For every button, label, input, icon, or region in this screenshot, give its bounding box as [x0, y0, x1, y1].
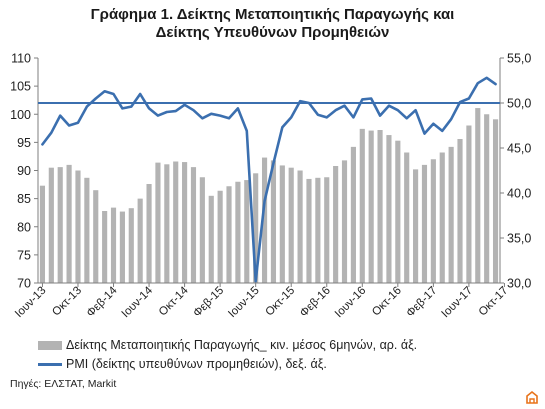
legend-swatch-line [38, 362, 62, 366]
left-tick-label: 90 [17, 164, 31, 178]
bar-series [39, 108, 499, 284]
pmi-series [38, 76, 500, 283]
x-tick-label: Οκτ-15 [263, 285, 297, 319]
bar [84, 177, 90, 283]
bar [359, 128, 365, 283]
bar [297, 170, 303, 283]
bar [93, 190, 99, 283]
bar [39, 185, 46, 283]
bar [164, 164, 170, 283]
bar [208, 195, 214, 283]
bar [315, 177, 321, 283]
bar [430, 159, 436, 283]
left-tick-label: 110 [11, 52, 31, 66]
bar [386, 135, 392, 283]
chart-axes [34, 57, 505, 287]
bar [119, 211, 125, 283]
bar [48, 167, 54, 283]
left-tick-label: 100 [10, 108, 31, 122]
x-tick-label: Φεβ-17 [404, 285, 439, 320]
bar [368, 130, 374, 283]
bar [448, 146, 454, 283]
left-tick-label: 80 [17, 220, 31, 234]
bar [466, 125, 472, 283]
bar [146, 184, 152, 283]
bar [217, 190, 223, 283]
right-tick-label: 50,0 [507, 97, 531, 111]
right-tick-label: 55,0 [507, 52, 531, 66]
bar [102, 211, 108, 283]
x-tick-label: Ιουν-16 [333, 285, 369, 321]
bar [199, 177, 205, 283]
bar [288, 167, 294, 283]
bar [253, 173, 259, 283]
bar [457, 139, 463, 283]
bar [244, 180, 250, 283]
left-tick-label: 70 [17, 277, 31, 291]
x-tick-label: Φεβ-14 [85, 284, 120, 319]
bar [270, 160, 277, 284]
x-tick-label: Φεβ-15 [191, 285, 226, 320]
bar [57, 167, 63, 283]
right-tick-label: 30,0 [507, 277, 531, 291]
x-tick-label: Φεβ-16 [298, 285, 333, 320]
left-tick-label: 75 [17, 248, 31, 262]
x-tick-label: Ιουν-14 [120, 284, 156, 320]
x-tick-label: Οκτ-17 [477, 285, 511, 319]
bar [421, 164, 428, 284]
bar [333, 166, 339, 283]
legend-label-line: PMI (δείκτης υπευθύνων προμηθειών), δεξ.… [66, 357, 327, 371]
bar [137, 198, 143, 284]
legend-label-bars: Δείκτης Μεταποιητικής Παραγωγής_ κιν. μέ… [66, 338, 418, 352]
bar [439, 152, 445, 283]
x-tick-label: Οκτ-16 [370, 285, 404, 319]
bar [279, 165, 285, 283]
x-tick-label: Οκτ-13 [50, 285, 84, 319]
x-tick-label: Οκτ-14 [157, 284, 191, 318]
bar [66, 164, 72, 284]
bar [75, 170, 81, 283]
right-tick-label: 35,0 [507, 232, 531, 246]
bar [235, 181, 241, 283]
bar [226, 186, 232, 283]
bar [190, 167, 197, 283]
legend-swatch-bars [38, 340, 62, 350]
bar [110, 207, 117, 283]
legend-item-line: PMI (δείκτης υπευθύνων προμηθειών), δεξ.… [38, 357, 327, 371]
bar [475, 108, 481, 283]
x-tick-label: Ιουν-17 [439, 285, 475, 321]
bar [155, 162, 161, 283]
bar [404, 152, 410, 283]
legend-item-bars: Δείκτης Μεταποιητικής Παραγωγής_ κιν. μέ… [38, 338, 417, 352]
right-tick-label: 40,0 [507, 187, 531, 201]
bar [261, 157, 268, 283]
bar [395, 140, 401, 283]
left-tick-label: 105 [10, 80, 31, 94]
x-tick-label: Ιουν-15 [226, 285, 262, 321]
bar [341, 160, 348, 284]
bar [324, 177, 330, 283]
bar [492, 119, 499, 283]
bar [413, 169, 419, 283]
bar [182, 162, 188, 283]
left-tick-label: 85 [17, 192, 31, 206]
bar [128, 208, 134, 283]
bar [306, 178, 312, 283]
bar [173, 161, 179, 283]
bar [377, 130, 383, 283]
chart-title-line-1: Γράφημα 1. Δείκτης Μεταποιητικής Παραγωγ… [90, 6, 455, 23]
bar [484, 114, 490, 283]
source-note: Πηγές: ΕΛΣΤΑΤ, Markit [10, 378, 117, 390]
pmi-line [41, 76, 497, 283]
brand-logo-icon [526, 391, 538, 404]
right-tick-label: 45,0 [507, 142, 531, 156]
bar [350, 146, 356, 283]
left-tick-label: 95 [17, 136, 31, 150]
chart-title-line-2: Δείκτης Υπευθύνων Προμηθειών [155, 24, 390, 41]
